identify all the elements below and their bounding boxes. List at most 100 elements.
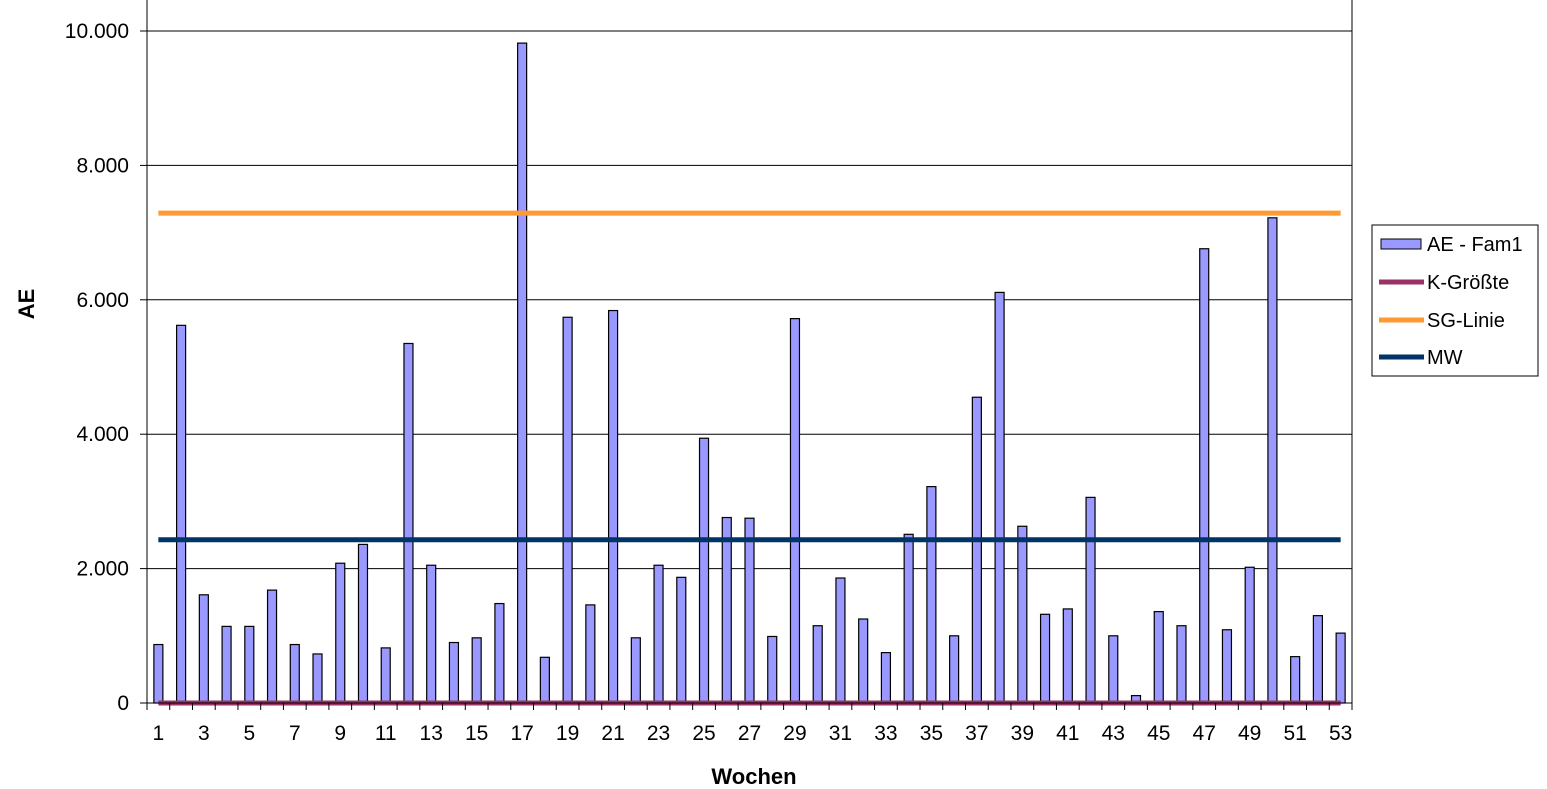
x-tick-label: 13 — [420, 722, 443, 745]
y-tick-label: 8.000 — [76, 154, 129, 177]
bar — [630, 637, 641, 704]
bars — [153, 42, 1346, 704]
bar — [426, 564, 437, 704]
x-tick-label: 11 — [375, 722, 397, 745]
x-tick-label: 33 — [874, 722, 897, 745]
bar — [903, 533, 914, 704]
x-tick-label: 7 — [289, 722, 301, 745]
bar — [380, 647, 391, 704]
bar — [1267, 217, 1278, 704]
bar — [698, 437, 710, 704]
x-tick-label: 35 — [920, 722, 943, 745]
legend-label: K-Größte — [1427, 272, 1509, 294]
bar — [494, 602, 505, 704]
x-tick-label: 3 — [198, 722, 210, 745]
x-tick-label: 45 — [1147, 722, 1170, 745]
x-tick-label: 1 — [153, 722, 165, 745]
bar — [448, 641, 460, 704]
bar — [607, 309, 619, 704]
bar — [1199, 248, 1210, 704]
bar — [244, 625, 255, 704]
legend-label: MW — [1427, 347, 1463, 369]
bar — [721, 516, 732, 704]
x-tick-label: 9 — [334, 722, 346, 745]
bar — [539, 656, 550, 704]
bar — [1221, 629, 1233, 704]
bar — [335, 562, 346, 704]
y-tick-label: 6.000 — [76, 289, 129, 312]
x-tick-label: 17 — [510, 722, 533, 745]
bar — [812, 625, 823, 704]
x-tick-label: 15 — [465, 722, 488, 745]
bar — [1039, 613, 1051, 704]
bar — [858, 618, 869, 704]
x-tick-label: 51 — [1283, 722, 1306, 745]
legend: AE - Fam1 K-Größte SG-Linie MW — [1371, 224, 1539, 377]
bar — [949, 635, 960, 704]
y-tick-label: 0 — [117, 692, 129, 715]
legend-swatch-bar — [1380, 238, 1422, 250]
bar — [653, 564, 664, 704]
bar — [357, 543, 369, 704]
x-tick-label: 47 — [1193, 722, 1216, 745]
x-tick-label: 23 — [647, 722, 670, 745]
x-tick-label: 21 — [601, 722, 624, 745]
bar — [994, 291, 1005, 704]
y-tick-label: 4.000 — [76, 423, 129, 446]
bar — [880, 651, 892, 704]
legend-box — [1371, 224, 1539, 377]
bar — [926, 486, 937, 704]
bar — [767, 635, 778, 704]
bar — [1085, 496, 1096, 704]
bar — [1108, 635, 1119, 704]
y-tick-labels: 0 2.000 4.000 6.000 8.000 10.000 — [65, 20, 129, 715]
bar — [176, 324, 187, 704]
x-tick-label: 53 — [1329, 722, 1352, 745]
x-tick-label: 49 — [1238, 722, 1261, 745]
y-axis-title: AE — [14, 289, 39, 320]
x-tick-label: 19 — [556, 722, 579, 745]
x-tick-label: 31 — [829, 722, 852, 745]
bar — [1062, 608, 1073, 704]
legend-label: SG-Linie — [1427, 310, 1505, 332]
x-tick-label: 43 — [1102, 722, 1125, 745]
bar — [744, 517, 755, 704]
y-tick-label: 2.000 — [76, 558, 129, 581]
bar — [403, 342, 414, 704]
bar — [198, 594, 209, 704]
bar — [789, 318, 801, 704]
x-tick-label: 29 — [783, 722, 806, 745]
bar — [1290, 656, 1301, 704]
bar — [1312, 615, 1323, 704]
bar — [153, 643, 164, 704]
legend-label: AE - Fam1 — [1427, 234, 1523, 256]
bar — [471, 637, 482, 704]
y-tick-label: 10.000 — [65, 20, 129, 43]
bar — [312, 653, 323, 704]
bar — [289, 643, 300, 704]
bar — [1244, 566, 1255, 704]
x-tick-label: 27 — [738, 722, 761, 745]
x-tick-label: 25 — [692, 722, 715, 745]
bar — [1017, 525, 1028, 704]
bar — [971, 396, 982, 704]
x-tick-label: 39 — [1011, 722, 1034, 745]
bar — [676, 576, 687, 704]
x-tick-label: 5 — [243, 722, 255, 745]
bar — [221, 625, 232, 704]
x-axis-title: Wochen — [711, 764, 796, 789]
bar — [517, 42, 528, 704]
bar — [1153, 611, 1164, 704]
bar — [585, 604, 596, 704]
x-tick-label: 37 — [965, 722, 988, 745]
x-tick-labels: 1 3 5 7 9 11 13 15 17 19 21 23 25 27 29 31 33 35 37 39 41 43 4… — [153, 722, 1353, 745]
axes — [140, 0, 1353, 710]
bar — [562, 316, 573, 704]
gridlines — [147, 30, 1352, 570]
x-tick-label: 41 — [1056, 722, 1079, 745]
bar — [266, 589, 278, 704]
bar — [1176, 625, 1187, 704]
bar — [1335, 632, 1346, 704]
bar — [835, 577, 846, 704]
